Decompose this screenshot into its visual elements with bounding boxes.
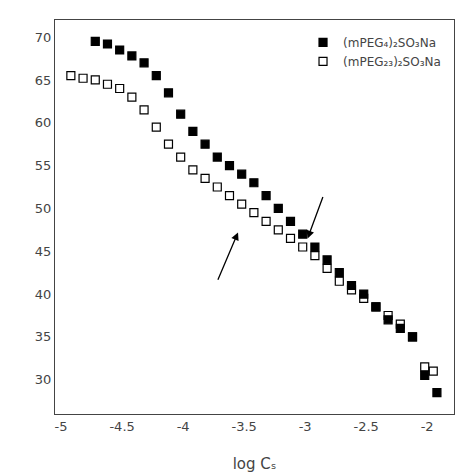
svg-text:-4: -4 bbox=[177, 419, 190, 434]
svg-text:70: 70 bbox=[35, 30, 52, 45]
svg-text:(mPEG₂₃)₂SO₃Na: (mPEG₂₃)₂SO₃Na bbox=[343, 55, 441, 69]
svg-text:40: 40 bbox=[35, 287, 52, 302]
svg-text:-5: -5 bbox=[55, 419, 68, 434]
svg-text:35: 35 bbox=[35, 329, 52, 344]
svg-text:65: 65 bbox=[35, 73, 52, 88]
svg-text:45: 45 bbox=[35, 244, 52, 259]
svg-text:-3: -3 bbox=[299, 419, 312, 434]
svg-text:(mPEG₄)₂SO₃Na: (mPEG₄)₂SO₃Na bbox=[343, 36, 436, 50]
svg-text:log Cₛ: log Cₛ bbox=[233, 455, 277, 473]
svg-text:-2.5: -2.5 bbox=[353, 419, 378, 434]
svg-text:55: 55 bbox=[35, 158, 52, 173]
svg-text:50: 50 bbox=[35, 201, 52, 216]
svg-text:30: 30 bbox=[35, 372, 52, 387]
svg-text:-3.5: -3.5 bbox=[231, 419, 256, 434]
svg-text:-4.5: -4.5 bbox=[109, 419, 134, 434]
svg-text:60: 60 bbox=[35, 115, 52, 130]
svg-text:-2: -2 bbox=[421, 419, 434, 434]
